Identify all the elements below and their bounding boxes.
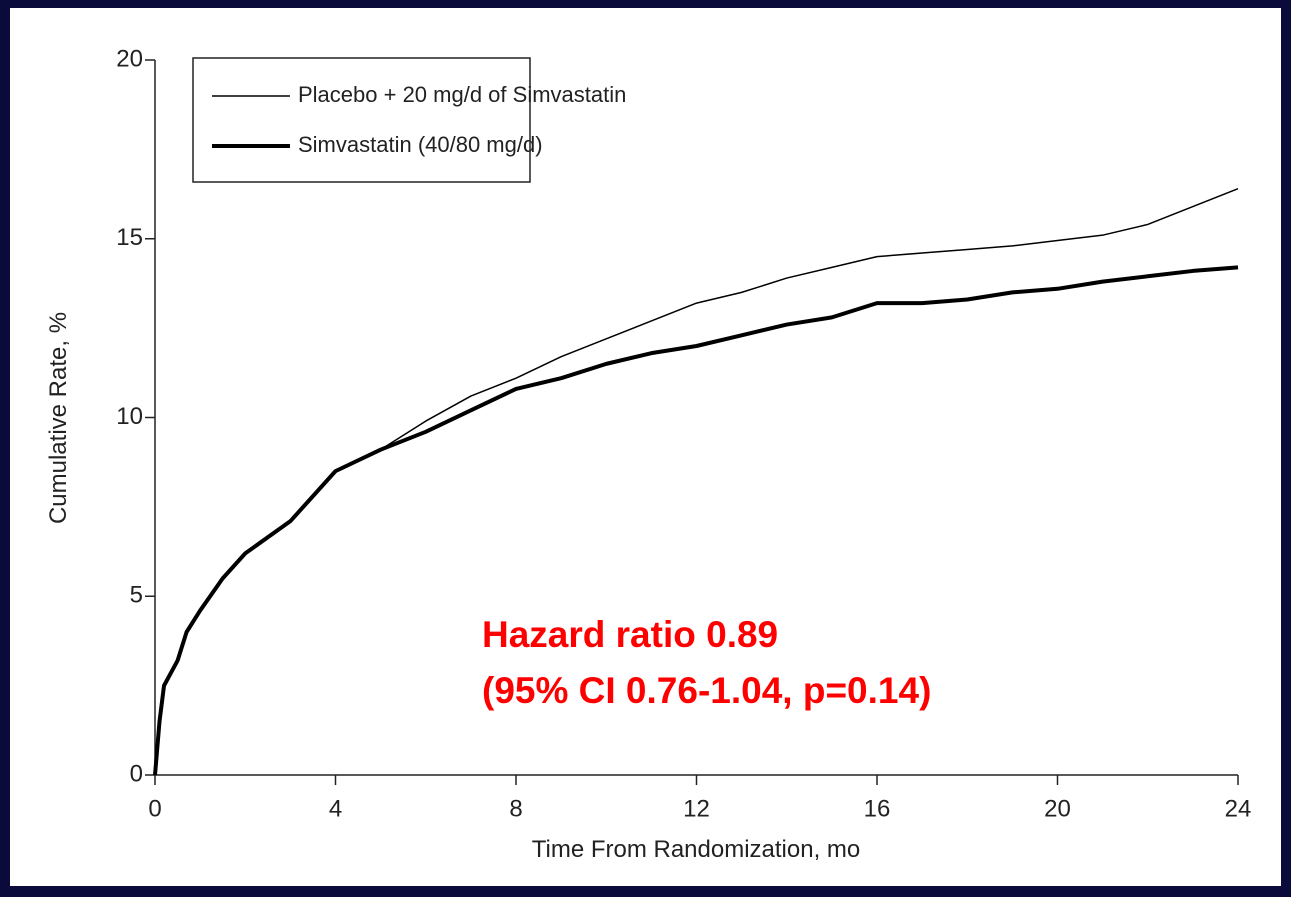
x-tick-label: 8 [509,795,522,822]
legend-label: Simvastatin (40/80 mg/d) [298,132,543,157]
x-tick-label: 20 [1044,795,1071,822]
annotation: (95% CI 0.76-1.04, p=0.14) [482,670,931,711]
x-tick-label: 24 [1225,795,1252,822]
x-tick-label: 4 [329,795,342,822]
y-tick-label: 15 [116,224,143,251]
series-line [153,265,1239,776]
x-tick-label: 12 [683,795,710,822]
y-tick-label: 10 [116,403,143,430]
y-tick-label: 20 [116,45,143,72]
legend-label: Placebo + 20 mg/d of Simvastatin [298,82,626,107]
y-tick-label: 5 [130,582,143,609]
x-tick-label: 0 [148,795,161,822]
x-tick-label: 16 [864,795,891,822]
legend-box [192,57,531,183]
y-tick-label: 0 [130,760,143,787]
y-axis-title: Cumulative Rate, % [45,312,72,524]
annotation: Hazard ratio 0.89 [482,614,778,655]
x-axis-title: Time From Randomization, mo [532,836,861,863]
